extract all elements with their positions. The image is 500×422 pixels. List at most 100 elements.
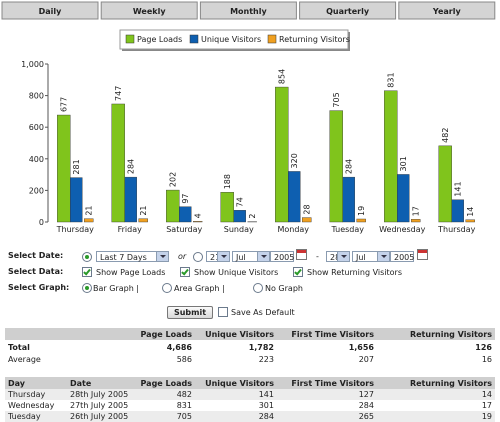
cell: 586 <box>135 354 195 365</box>
header-cell: Unique Visitors <box>195 377 277 389</box>
option: Show Returning Visitors <box>307 268 402 277</box>
value-label: 677 <box>60 97 69 112</box>
bar <box>343 177 355 222</box>
value-label: 28 <box>303 204 312 214</box>
value-label: 21 <box>85 205 94 215</box>
value-label: 281 <box>72 159 81 174</box>
bar <box>302 218 311 222</box>
radio[interactable] <box>162 283 172 293</box>
option: Bar Graph | <box>93 284 139 293</box>
header-cell: First Time Visitors <box>277 377 377 389</box>
cell: 265 <box>277 411 377 422</box>
cell: 19 <box>377 411 495 422</box>
value-label: 831 <box>387 72 396 87</box>
bar <box>234 210 246 222</box>
checkbox[interactable] <box>82 267 92 277</box>
tab-label: Daily <box>39 7 63 16</box>
cell: 126 <box>377 340 495 354</box>
value-label: 202 <box>169 172 178 187</box>
to-year-text: 2005 <box>394 253 414 262</box>
bar <box>330 111 343 222</box>
cell: 284 <box>195 411 277 422</box>
header-cell <box>5 328 135 340</box>
bar <box>70 178 82 222</box>
cell: 831 <box>135 400 195 411</box>
y-tick-label: 400 <box>29 155 44 164</box>
from-year[interactable]: 2005 <box>270 251 294 262</box>
y-tick-label: 200 <box>29 186 44 195</box>
bar <box>84 219 93 222</box>
cell: 16 <box>377 354 495 365</box>
radio-range[interactable] <box>82 252 92 262</box>
to-month-text: Jul <box>356 253 366 262</box>
header-cell: Page Loads <box>135 377 195 389</box>
legend-label: Returning Visitors <box>279 35 350 44</box>
dash: - <box>316 252 319 261</box>
value-label: 705 <box>332 92 341 107</box>
option: Show Page Loads <box>96 268 165 277</box>
radio[interactable] <box>82 283 92 293</box>
option: Area Graph | <box>174 284 225 293</box>
value-label: 284 <box>127 159 136 174</box>
checkbox[interactable] <box>218 307 228 317</box>
header-cell: Day <box>5 377 67 389</box>
y-tick-label: 1,000 <box>21 60 44 69</box>
cell: 482 <box>135 389 195 400</box>
value-label: 19 <box>357 206 366 216</box>
to-month[interactable]: Jul <box>352 251 390 262</box>
y-tick-label: 800 <box>29 92 44 101</box>
bar <box>384 91 397 222</box>
value-label: 301 <box>399 156 408 171</box>
legend-swatch <box>126 35 134 43</box>
option: Show Unique Visitors <box>194 268 278 277</box>
tab-label: Quarterly <box>326 7 370 16</box>
x-tick-label: Wednesday <box>379 225 426 234</box>
legend-label: Unique Visitors <box>201 35 261 44</box>
x-tick-label: Tuesday <box>330 225 364 234</box>
tab-label: Monthly <box>230 7 267 16</box>
bar <box>466 220 475 222</box>
cell: 27th July 2005 <box>67 400 135 411</box>
header-cell: Returning Visitors <box>377 377 495 389</box>
range-select[interactable]: Last 7 Days <box>96 251 169 262</box>
radio-custom[interactable] <box>193 252 203 262</box>
header-cell: First Time Visitors <box>277 328 377 340</box>
cell: 1,656 <box>277 340 377 354</box>
checkbox[interactable] <box>180 267 190 277</box>
checkbox[interactable] <box>293 267 303 277</box>
to-year[interactable]: 2005 <box>390 251 414 262</box>
bar <box>112 104 125 222</box>
to-day[interactable]: 28 <box>326 251 350 262</box>
from-day[interactable]: 21 <box>206 251 230 262</box>
bar <box>288 171 300 222</box>
y-tick-label: 0 <box>39 218 44 227</box>
calendar-icon[interactable] <box>296 249 307 260</box>
header-cell: Unique Visitors <box>195 328 277 340</box>
legend-label: Page Loads <box>137 35 182 44</box>
from-year-text: 2005 <box>274 253 294 262</box>
cell: 14 <box>377 389 495 400</box>
value-label: 2 <box>248 214 257 219</box>
x-tick-label: Monday <box>277 225 309 234</box>
bar <box>357 219 366 222</box>
cell: 301 <box>195 400 277 411</box>
cell: 17 <box>377 400 495 411</box>
value-label: 284 <box>345 159 354 174</box>
x-tick-label: Saturday <box>166 225 202 234</box>
calendar-icon[interactable] <box>417 249 428 260</box>
cell: Thursday <box>5 389 67 400</box>
submit-button[interactable]: Submit <box>167 306 213 319</box>
from-month[interactable]: Jul <box>232 251 270 262</box>
bar <box>452 200 464 222</box>
header-cell: Page Loads <box>135 328 195 340</box>
radio[interactable] <box>253 283 263 293</box>
header-cell: Date <box>67 377 135 389</box>
